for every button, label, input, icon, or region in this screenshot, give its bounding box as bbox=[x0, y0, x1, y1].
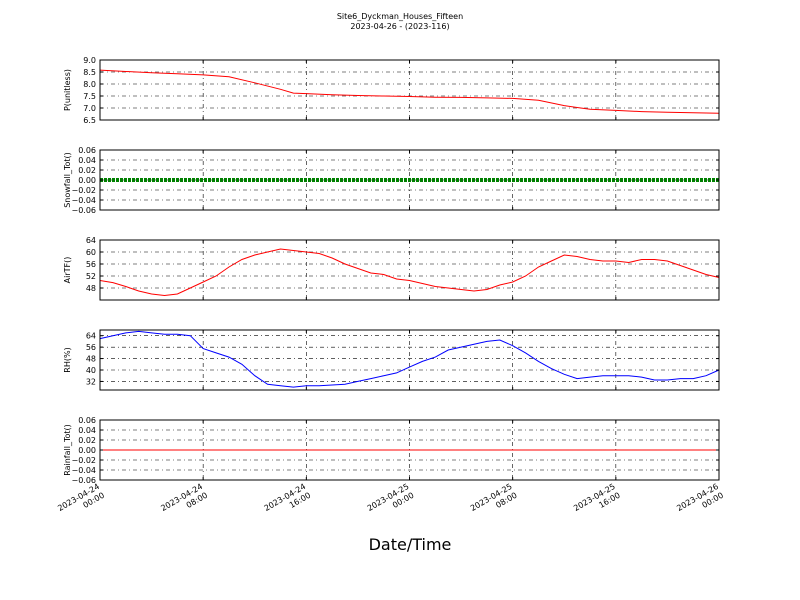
series-line bbox=[99, 69, 720, 114]
y-tick-label: 0.06 bbox=[78, 416, 96, 425]
y-tick-label: −0.06 bbox=[71, 206, 96, 215]
y-tick-label: 64 bbox=[86, 332, 96, 341]
panel-4: 32 40 48 56 64 RH(%) bbox=[63, 329, 720, 391]
y-tick-label: −0.06 bbox=[71, 476, 96, 485]
y-tick-label: −0.02 bbox=[71, 456, 96, 465]
y-tick-label: 48 bbox=[86, 355, 96, 364]
y-tick-label: 7.5 bbox=[83, 92, 96, 101]
chart-subtitle: 2023-04-26 - (2023-116) bbox=[350, 22, 449, 31]
series-line bbox=[99, 248, 720, 297]
panels: 6.57.07.58.08.59.0P(unitless)−0.06−0.04−… bbox=[63, 56, 720, 485]
y-tick-label: −0.02 bbox=[71, 186, 96, 195]
y-tick-label: 0.00 bbox=[78, 446, 96, 455]
panel-2: −0.06−0.04−0.020.000.020.040.06 Snowfall_… bbox=[63, 146, 720, 215]
y-axis-label: Rainfall_Tot() bbox=[63, 424, 72, 476]
x-axis-label: Date/Time bbox=[369, 535, 452, 554]
y-axis-label: Snowfall_Tot() bbox=[63, 152, 72, 208]
y-tick-label: 8.0 bbox=[83, 80, 96, 89]
y-tick-label: −0.04 bbox=[71, 196, 96, 205]
y-tick-label: −0.04 bbox=[71, 466, 96, 475]
y-tick-label: 56 bbox=[86, 343, 96, 352]
y-tick-label: 40 bbox=[86, 366, 96, 375]
y-axis-label: RH(%) bbox=[63, 347, 72, 372]
y-axis-label: P(unitless) bbox=[63, 69, 72, 111]
series-line bbox=[99, 330, 720, 388]
panel-1: 6.5 7.0 7.5 8.0 8.5 9.0 P(unitless) bbox=[63, 56, 720, 125]
y-tick-label: 60 bbox=[86, 248, 96, 257]
y-tick-label: 52 bbox=[86, 272, 96, 281]
y-tick-label: 0.02 bbox=[78, 166, 96, 175]
y-tick-label: 0.00 bbox=[78, 176, 96, 185]
y-tick-label: 64 bbox=[86, 236, 96, 245]
y-tick-label: 56 bbox=[86, 260, 96, 269]
y-tick-label: 8.5 bbox=[83, 68, 96, 77]
panel-3: 48 52 56 60 64 AirTF() bbox=[63, 236, 720, 301]
y-tick-label: 48 bbox=[86, 284, 96, 293]
y-axis-label: AirTF() bbox=[63, 257, 72, 284]
panel-5: −0.06−0.04−0.020.000.020.040.06 Rainfall_… bbox=[63, 416, 720, 485]
y-tick-label: 9.0 bbox=[83, 56, 96, 65]
y-tick-label: 7.0 bbox=[83, 104, 96, 113]
y-tick-label: 0.04 bbox=[78, 156, 96, 165]
y-tick-label: 6.5 bbox=[83, 116, 96, 125]
y-tick-label: 0.02 bbox=[78, 436, 96, 445]
chart-title: Site6_Dyckman_Houses_Fifteen bbox=[337, 12, 463, 21]
y-tick-label: 0.04 bbox=[78, 426, 96, 435]
y-tick-label: 0.06 bbox=[78, 146, 96, 155]
y-tick-label: 32 bbox=[86, 377, 96, 386]
